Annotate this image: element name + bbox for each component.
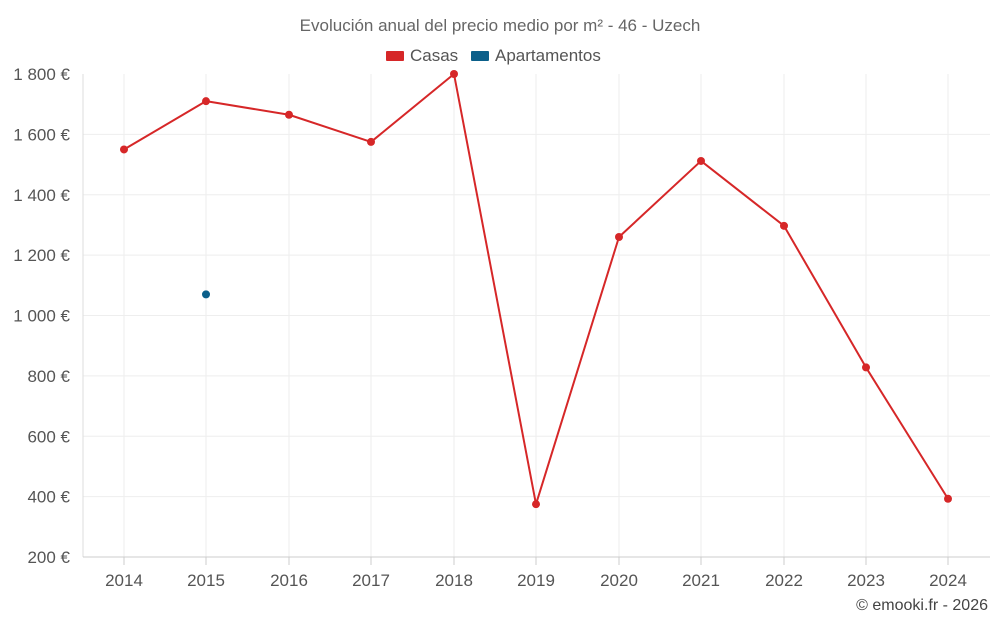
data-point-casas-2017 <box>367 137 375 146</box>
data-point-casas-2016 <box>285 110 293 119</box>
data-point-casas-2020 <box>615 233 623 242</box>
series-layer <box>120 70 952 509</box>
data-point-casas-2021 <box>697 156 705 165</box>
y-tick-label-8: 200 € <box>27 548 70 567</box>
grid-layer <box>83 74 990 558</box>
x-tick-label-7: 2021 <box>682 571 720 590</box>
tick-layer: 1 800 € 1 600 € 1 400 € 1 200 € 1 000 € 800 €… <box>13 65 967 590</box>
y-tick-label-3: 1 200 € <box>13 246 70 265</box>
data-point-casas-2019 <box>532 500 540 509</box>
legend-label-apartamentos: Apartamentos <box>495 46 601 65</box>
data-point-casas-2024 <box>944 494 952 503</box>
x-tick-label-6: 2020 <box>600 571 638 590</box>
x-tick-label-0: 2014 <box>105 571 143 590</box>
y-tick-label-4: 1 000 € <box>13 307 70 326</box>
y-tick-label-6: 600 € <box>27 427 70 446</box>
data-point-casas-2022 <box>780 221 788 230</box>
y-tick-label-1: 1 600 € <box>13 125 70 144</box>
data-point-casas-2014 <box>120 145 128 154</box>
x-tick-label-9: 2023 <box>847 571 885 590</box>
legend: Casas Apartamentos <box>386 46 601 65</box>
x-tick-label-8: 2022 <box>765 571 803 590</box>
x-tick-label-3: 2017 <box>352 571 390 590</box>
x-tick-label-4: 2018 <box>435 571 473 590</box>
y-tick-label-5: 800 € <box>27 367 70 386</box>
copyright-footer: © emooki.fr - 2026 <box>856 597 988 614</box>
axes-layer <box>82 74 990 565</box>
chart-title: Evolución anual del precio medio por m² … <box>300 16 701 35</box>
y-tick-label-7: 400 € <box>27 488 70 507</box>
legend-label-casas: Casas <box>410 46 458 65</box>
x-tick-label-2: 2016 <box>270 571 308 590</box>
legend-swatch-apartamentos <box>471 51 489 61</box>
data-point-casas-2015 <box>202 97 210 106</box>
legend-swatch-casas <box>386 51 404 61</box>
x-tick-label-5: 2019 <box>517 571 555 590</box>
data-point-apartamentos-2015 <box>202 290 210 299</box>
x-tick-label-10: 2024 <box>929 571 967 590</box>
y-tick-label-2: 1 400 € <box>13 186 70 205</box>
x-tick-label-1: 2015 <box>187 571 225 590</box>
data-point-casas-2023 <box>862 363 870 372</box>
y-tick-label-0: 1 800 € <box>13 65 70 84</box>
data-point-casas-2018 <box>450 70 458 78</box>
